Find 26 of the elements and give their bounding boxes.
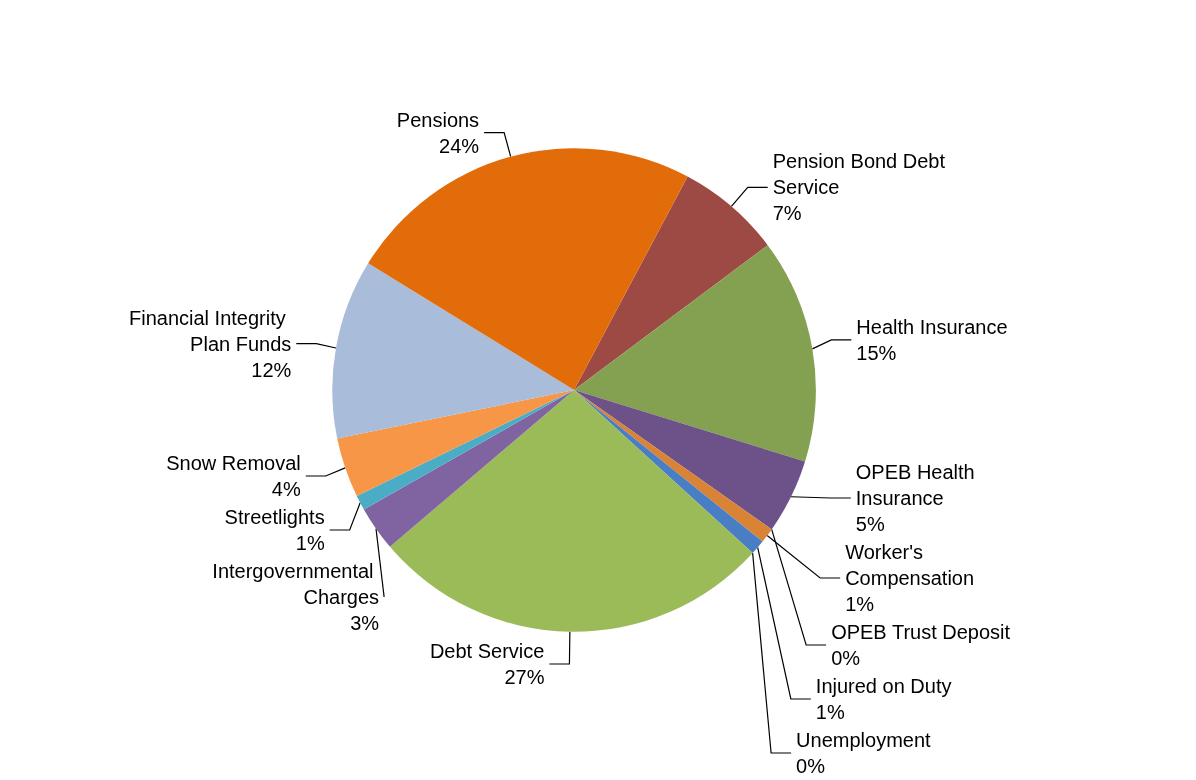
data-label: 27% xyxy=(504,665,545,688)
slice-label: Debt Service xyxy=(429,639,545,662)
data-label: 12% xyxy=(251,358,292,381)
text: 0% xyxy=(796,755,826,777)
slice-label: Pension Bond Debt Service xyxy=(772,150,951,199)
slice-label: Intergovernmental Charges xyxy=(212,559,380,608)
slice-label: Streetlights xyxy=(224,505,325,528)
slice-label: Financial Integrity Plan Funds xyxy=(128,306,292,355)
data-label: 15% xyxy=(856,341,897,364)
slice-label: Pensions xyxy=(396,108,480,131)
data-label: 1% xyxy=(815,701,845,723)
data-label: 4% xyxy=(271,477,301,500)
slice-label: OPEB Health Insurance xyxy=(855,461,981,509)
data-label: 3% xyxy=(350,611,380,634)
category-label: OPEB Trust Deposit xyxy=(831,621,1011,643)
slice-label: Injured on Duty xyxy=(815,675,952,697)
slice-label: Worker's Compensation xyxy=(845,541,975,589)
data-label: 7% xyxy=(772,202,802,225)
data-label: 1% xyxy=(845,593,875,615)
category-label: Unemployment xyxy=(796,729,931,751)
text: 0% xyxy=(831,647,861,669)
data-label: 1% xyxy=(295,531,325,554)
data-label: 5% xyxy=(855,513,885,535)
slice-label: Health Insurance xyxy=(856,315,1008,338)
slice-label: Snow Removal xyxy=(166,451,301,474)
data-label: 24% xyxy=(439,134,480,157)
